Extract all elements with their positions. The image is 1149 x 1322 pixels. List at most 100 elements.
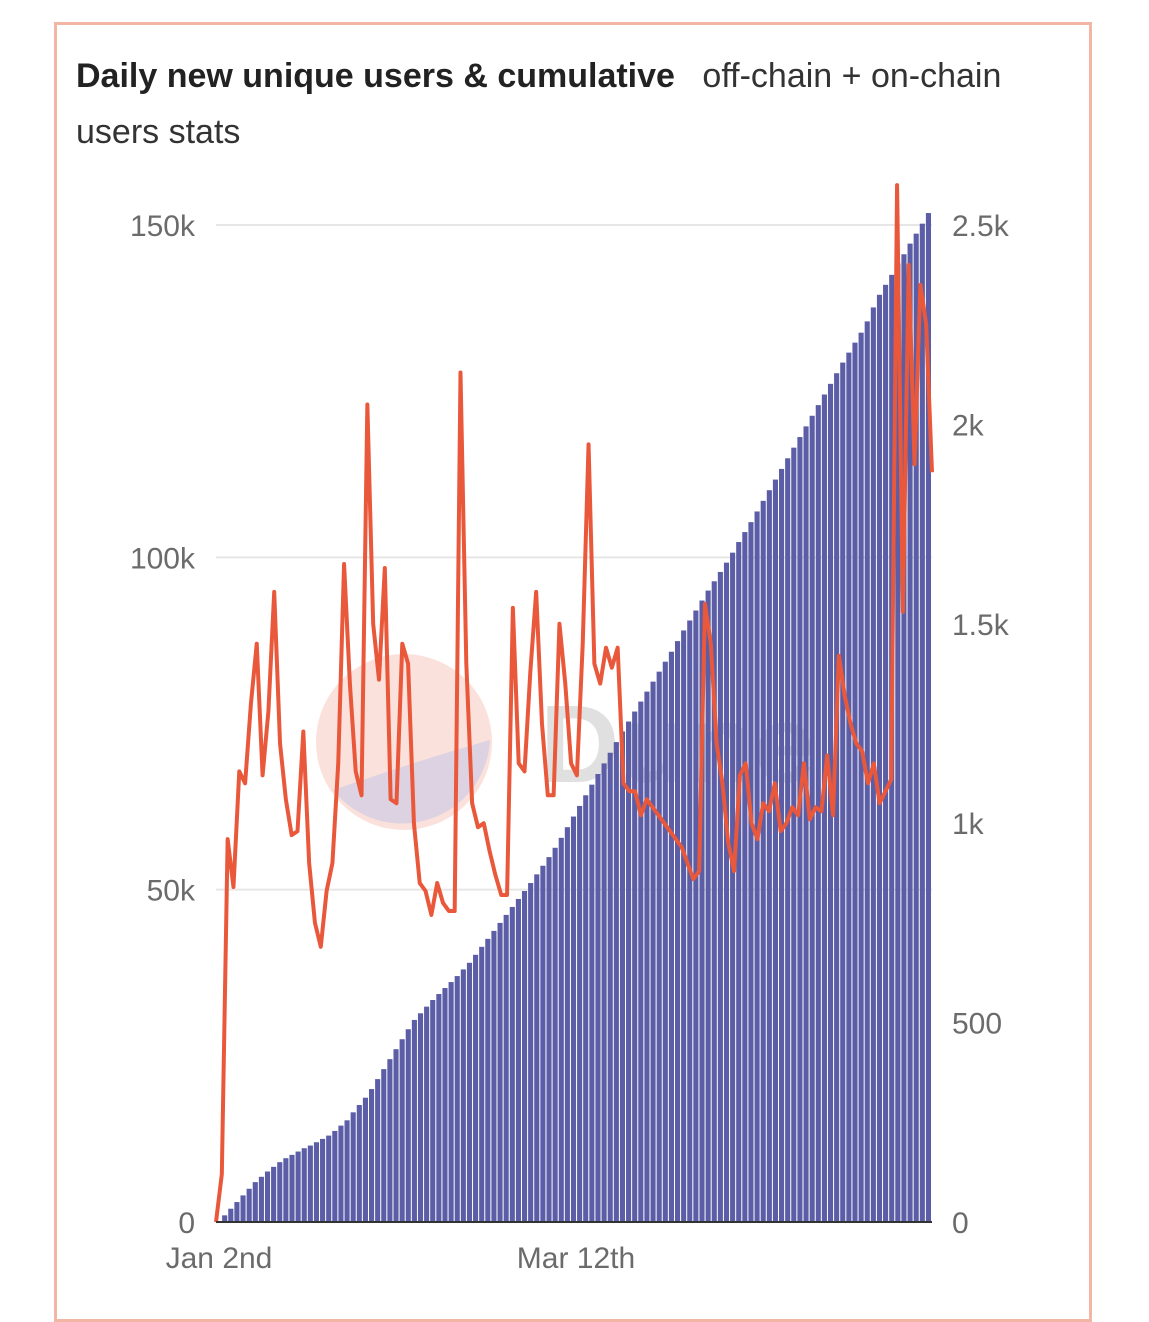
bar bbox=[754, 511, 760, 1223]
bar bbox=[785, 458, 791, 1222]
bar bbox=[913, 233, 919, 1222]
bar bbox=[301, 1148, 307, 1222]
bar bbox=[699, 600, 705, 1222]
bar bbox=[295, 1151, 301, 1222]
bar bbox=[907, 243, 913, 1223]
bar bbox=[613, 742, 619, 1222]
bar bbox=[601, 763, 607, 1222]
right-axis-tick-label: 0 bbox=[952, 1207, 969, 1240]
left-axis-ticks: 0 50k 100k 150k bbox=[130, 210, 196, 1240]
bar bbox=[448, 982, 454, 1222]
bar bbox=[479, 946, 485, 1222]
bar bbox=[876, 294, 883, 1222]
bar bbox=[521, 891, 528, 1222]
bar bbox=[607, 752, 613, 1222]
bar bbox=[271, 1166, 277, 1222]
left-axis-tick-label: 150k bbox=[130, 210, 196, 243]
x-axis-tick-label: Jan 2nd bbox=[166, 1242, 273, 1275]
bar bbox=[766, 490, 772, 1222]
bar bbox=[895, 263, 901, 1222]
bar bbox=[368, 1089, 375, 1222]
bar bbox=[411, 1019, 417, 1222]
bar bbox=[925, 213, 931, 1223]
bar bbox=[791, 447, 797, 1222]
bar bbox=[846, 352, 852, 1222]
bar bbox=[583, 795, 589, 1222]
bar bbox=[674, 641, 681, 1222]
bar bbox=[424, 1006, 430, 1222]
bar bbox=[528, 883, 534, 1222]
bar bbox=[595, 774, 601, 1222]
bar bbox=[264, 1171, 271, 1222]
bar bbox=[313, 1142, 320, 1222]
bar bbox=[809, 415, 815, 1222]
line-series bbox=[214, 183, 934, 1223]
right-axis-tick-label: 1.5k bbox=[952, 609, 1010, 642]
bar bbox=[717, 571, 723, 1222]
bar bbox=[662, 661, 668, 1222]
bar bbox=[797, 437, 803, 1222]
bar bbox=[546, 857, 552, 1222]
bar bbox=[307, 1145, 313, 1222]
bar bbox=[515, 898, 521, 1222]
bar bbox=[454, 976, 460, 1222]
x-axis-ticks: Jan 2nd Mar 12th bbox=[166, 1242, 636, 1275]
bar bbox=[534, 874, 540, 1222]
bar bbox=[858, 332, 864, 1222]
bar bbox=[577, 805, 583, 1222]
bar bbox=[326, 1135, 332, 1222]
bar bbox=[852, 342, 858, 1222]
bar bbox=[650, 681, 656, 1222]
bar bbox=[246, 1188, 252, 1222]
bar bbox=[748, 522, 754, 1222]
right-axis-tick-label: 1k bbox=[952, 808, 985, 841]
bar bbox=[840, 362, 846, 1223]
bar bbox=[430, 1000, 436, 1222]
right-axis-tick-label: 2k bbox=[952, 409, 985, 442]
bar bbox=[626, 721, 632, 1222]
left-axis-tick-label: 0 bbox=[178, 1207, 195, 1240]
bar bbox=[362, 1097, 368, 1222]
bar bbox=[283, 1158, 289, 1222]
bar bbox=[736, 542, 742, 1222]
left-axis-tick-label: 50k bbox=[147, 875, 196, 908]
bar bbox=[436, 994, 442, 1222]
right-axis-tick-label: 500 bbox=[952, 1008, 1002, 1041]
bar bbox=[742, 532, 748, 1222]
bar bbox=[730, 552, 736, 1222]
bar bbox=[277, 1162, 283, 1222]
bar bbox=[356, 1105, 362, 1222]
bar bbox=[399, 1039, 405, 1222]
bar bbox=[332, 1130, 338, 1222]
bar bbox=[381, 1069, 387, 1222]
bar bbox=[632, 711, 638, 1222]
bar bbox=[570, 816, 577, 1222]
bar bbox=[417, 1013, 424, 1222]
left-axis-tick-label: 100k bbox=[130, 542, 196, 575]
bar bbox=[466, 962, 473, 1222]
chart-subtitle: off-chain + on-chain users stats bbox=[76, 57, 1002, 151]
bar bbox=[228, 1208, 234, 1222]
bar bbox=[779, 468, 785, 1222]
bar bbox=[656, 671, 662, 1222]
bar bbox=[387, 1059, 393, 1222]
bar bbox=[344, 1120, 350, 1222]
bar bbox=[760, 500, 766, 1223]
bar bbox=[240, 1195, 246, 1222]
bar bbox=[405, 1029, 411, 1222]
bar bbox=[393, 1049, 399, 1222]
bar bbox=[252, 1182, 258, 1222]
bar bbox=[668, 651, 674, 1222]
bar bbox=[558, 837, 564, 1222]
bar bbox=[815, 405, 821, 1222]
bar bbox=[723, 562, 730, 1222]
bar bbox=[350, 1112, 356, 1222]
bar bbox=[883, 284, 889, 1222]
right-axis-ticks: 0 500 1k 1.5k 2k 2.5k bbox=[952, 210, 1010, 1240]
bar bbox=[222, 1215, 228, 1222]
bar bbox=[693, 610, 699, 1222]
bar bbox=[681, 630, 687, 1222]
x-axis-tick-label: Mar 12th bbox=[517, 1242, 635, 1275]
bar bbox=[442, 988, 448, 1222]
